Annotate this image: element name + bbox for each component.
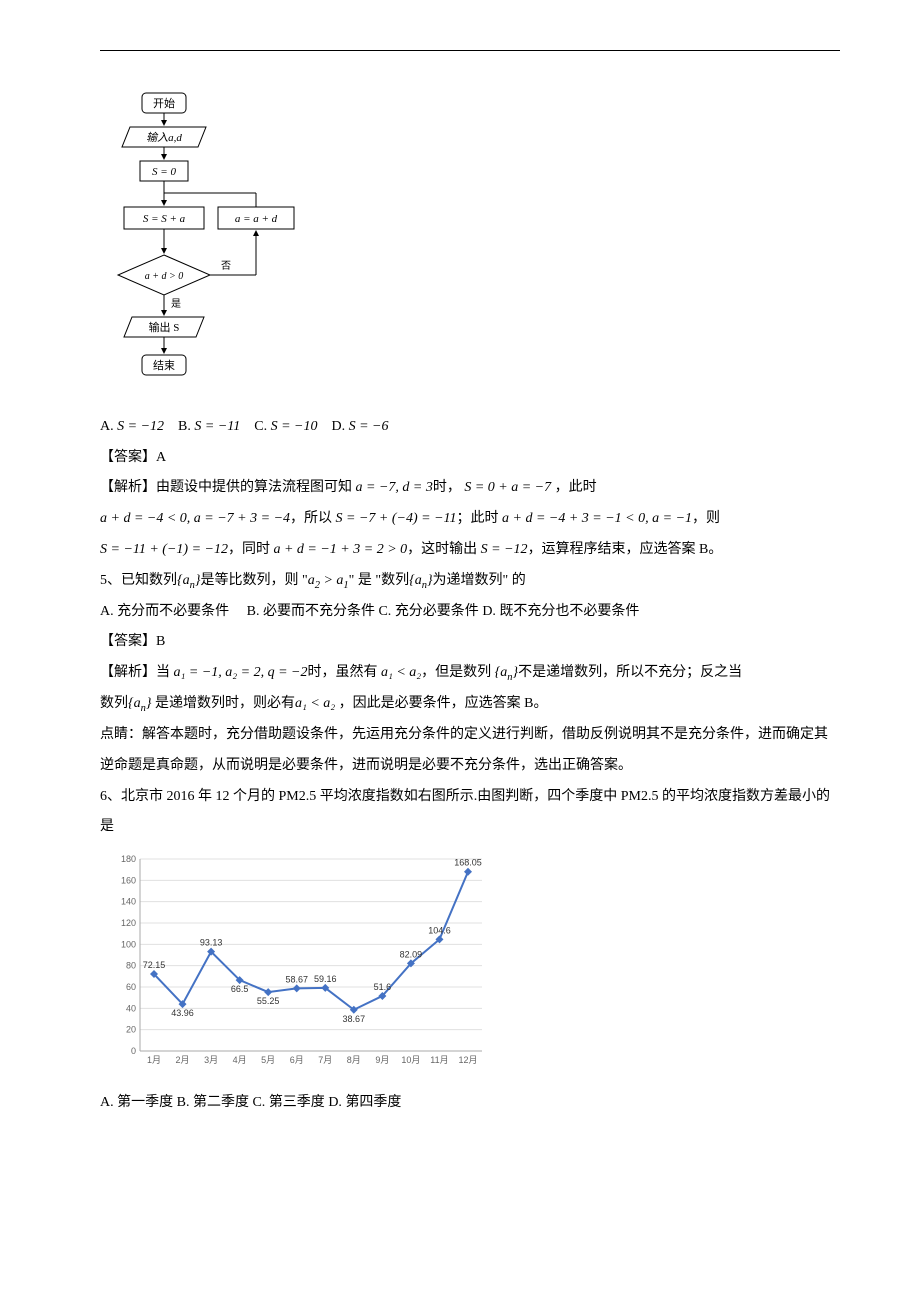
q5-analysis-l1: 【解析】当 a₁ = −1, a₂ = 2, q = −2时，虽然有 a₁ < …: [100, 658, 840, 689]
fc-ssa: S = S + a: [143, 213, 186, 225]
svg-text:58.67: 58.67: [285, 975, 308, 985]
svg-text:8月: 8月: [347, 1055, 361, 1065]
q5-answer: 【答案】B: [100, 627, 840, 658]
svg-text:59.16: 59.16: [314, 974, 337, 984]
svg-text:100: 100: [121, 940, 136, 950]
svg-text:1月: 1月: [147, 1055, 161, 1065]
q4-options: A. S = −12 B. S = −11 C. S = −10 D. S = …: [100, 412, 840, 443]
flowchart-q4: 开始 输入a,d S = 0 S = S + a a = a + d a + d…: [110, 91, 840, 404]
svg-text:11月: 11月: [430, 1055, 448, 1065]
svg-text:180: 180: [121, 854, 136, 864]
fc-yes: 是: [171, 298, 181, 310]
svg-text:5月: 5月: [261, 1055, 275, 1065]
q4-analysis-l1: 【解析】由题设中提供的算法流程图可知 a = −7, d = 3时， S = 0…: [100, 473, 840, 504]
svg-text:10月: 10月: [401, 1055, 420, 1065]
svg-text:2月: 2月: [176, 1055, 190, 1065]
svg-text:20: 20: [126, 1025, 136, 1035]
pm25-chart: 0 20 40 60 80 100 120 140 160 180 1月 2月 3月 4月 5月 6月 7月 8月…: [110, 851, 840, 1084]
svg-text:51.6: 51.6: [374, 982, 392, 992]
fc-aad: a = a + d: [235, 213, 278, 225]
svg-text:80: 80: [126, 961, 136, 971]
q5-analysis-l2: 数列{an} 是递增数列时，则必有a₁ < a₂ ，因此是必要条件，应选答案 B…: [100, 689, 840, 720]
svg-text:12月: 12月: [458, 1055, 477, 1065]
page-top-rule: [100, 50, 840, 51]
svg-text:43.96: 43.96: [171, 1008, 194, 1018]
fc-s0: S = 0: [152, 166, 176, 178]
svg-text:140: 140: [121, 897, 136, 907]
q6-options: A. 第一季度 B. 第二季度 C. 第三季度 D. 第四季度: [100, 1088, 840, 1119]
svg-text:120: 120: [121, 918, 136, 928]
svg-text:3月: 3月: [204, 1055, 218, 1065]
svg-text:4月: 4月: [233, 1055, 247, 1065]
fc-no: 否: [221, 260, 231, 272]
svg-text:60: 60: [126, 982, 136, 992]
q6-stem: 6、北京市 2016 年 12 个月的 PM2.5 平均浓度指数如右图所示.由图…: [100, 782, 840, 844]
svg-text:72.15: 72.15: [143, 960, 166, 970]
q5-options: A. 充分而不必要条件 B. 必要而不充分条件 C. 充分必要条件 D. 既不充…: [100, 597, 840, 628]
svg-text:104.6: 104.6: [428, 926, 451, 936]
svg-text:38.67: 38.67: [343, 1014, 366, 1024]
svg-text:160: 160: [121, 876, 136, 886]
fc-end: 结束: [153, 359, 175, 372]
svg-text:9月: 9月: [375, 1055, 389, 1065]
svg-text:82.09: 82.09: [400, 950, 423, 960]
q4-answer: 【答案】A: [100, 443, 840, 474]
q5-stem: 5、已知数列{an}是等比数列，则 "a2 > a1" 是 "数列{an}为递增…: [100, 566, 840, 597]
q4-analysis-l2: a + d = −4 < 0, a = −7 + 3 = −4，所以 S = −…: [100, 504, 840, 535]
fc-cond: a + d > 0: [145, 271, 184, 282]
fc-start: 开始: [153, 96, 175, 110]
svg-text:6月: 6月: [290, 1055, 304, 1065]
fc-input: 输入a,d: [146, 131, 182, 144]
flowchart-svg: 开始 输入a,d S = 0 S = S + a a = a + d a + d…: [110, 91, 300, 391]
svg-text:7月: 7月: [318, 1055, 332, 1065]
q5-tip: 点睛：解答本题时，充分借助题设条件，先运用充分条件的定义进行判断，借助反例说明其…: [100, 720, 840, 782]
svg-text:93.13: 93.13: [200, 938, 223, 948]
pm25-svg: 0 20 40 60 80 100 120 140 160 180 1月 2月 3月 4月 5月 6月 7月 8月…: [110, 851, 490, 1071]
svg-text:40: 40: [126, 1004, 136, 1014]
svg-text:66.5: 66.5: [231, 984, 249, 994]
svg-text:0: 0: [131, 1046, 136, 1056]
svg-text:168.05: 168.05: [454, 858, 482, 868]
fc-out: 输出 S: [149, 320, 180, 334]
q4-analysis-l3: S = −11 + (−1) = −12，同时 a + d = −1 + 3 =…: [100, 535, 840, 566]
svg-text:55.25: 55.25: [257, 996, 280, 1006]
